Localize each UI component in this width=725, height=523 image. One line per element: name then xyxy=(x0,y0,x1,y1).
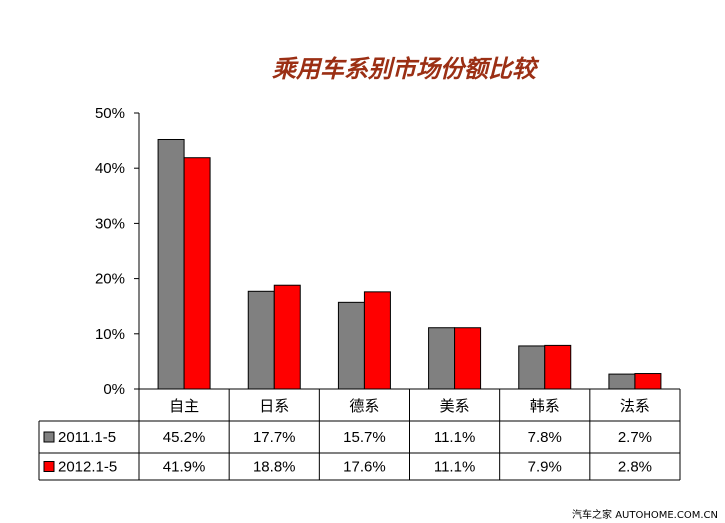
legend-swatch xyxy=(43,461,55,472)
y-tick-label: 40% xyxy=(95,160,125,177)
data-table: 自主 日系 德系 美系 韩系 法系 2011.1-5 45.2% 17.7% 15.7% 11.1%… xyxy=(38,388,681,481)
category-label: 日系 xyxy=(259,397,289,415)
y-tick-label: 50% xyxy=(95,105,125,122)
y-tick-label: 20% xyxy=(95,271,125,288)
data-label: 11.1% xyxy=(434,429,475,446)
bar xyxy=(608,373,636,390)
bar xyxy=(273,284,301,390)
bar xyxy=(428,327,456,390)
data-label: 2.7% xyxy=(618,429,652,446)
bar xyxy=(454,327,482,390)
chart-bars xyxy=(157,138,662,390)
series-name: 2012.1-5 xyxy=(58,459,117,476)
data-label: 17.7% xyxy=(253,429,296,446)
bar xyxy=(363,291,391,390)
chart-title: 乘用车系别市场份额比较 xyxy=(272,54,540,83)
bar xyxy=(157,138,185,390)
bar xyxy=(183,157,211,390)
data-label: 2.8% xyxy=(618,459,652,476)
category-label: 法系 xyxy=(620,397,650,415)
category-label: 德系 xyxy=(349,397,379,415)
data-label: 41.9% xyxy=(163,459,206,476)
series-name: 2011.1-5 xyxy=(58,429,116,446)
bar xyxy=(634,373,662,390)
data-label: 18.8% xyxy=(253,459,296,476)
category-label: 美系 xyxy=(440,397,470,415)
y-tick-label: 0% xyxy=(103,381,125,398)
category-label: 韩系 xyxy=(530,397,560,415)
data-label: 15.7% xyxy=(343,429,386,446)
data-label: 11.1% xyxy=(434,459,475,476)
bar xyxy=(518,345,546,390)
y-tick-label: 10% xyxy=(95,326,125,343)
data-label: 45.2% xyxy=(163,429,206,446)
data-label: 7.9% xyxy=(528,459,562,476)
bar xyxy=(337,301,365,390)
category-label: 自主 xyxy=(169,397,199,415)
data-label: 17.6% xyxy=(343,459,386,476)
legend-swatch xyxy=(43,431,55,443)
bar xyxy=(247,290,275,390)
chart-axes: 0% 10% 20% 30% 40% 50% xyxy=(95,105,140,398)
watermark: 汽车之家 AUTOHOME.COM.CN xyxy=(572,508,718,521)
data-label: 7.8% xyxy=(528,429,562,446)
bar xyxy=(544,344,572,390)
y-tick-label: 30% xyxy=(95,215,125,232)
